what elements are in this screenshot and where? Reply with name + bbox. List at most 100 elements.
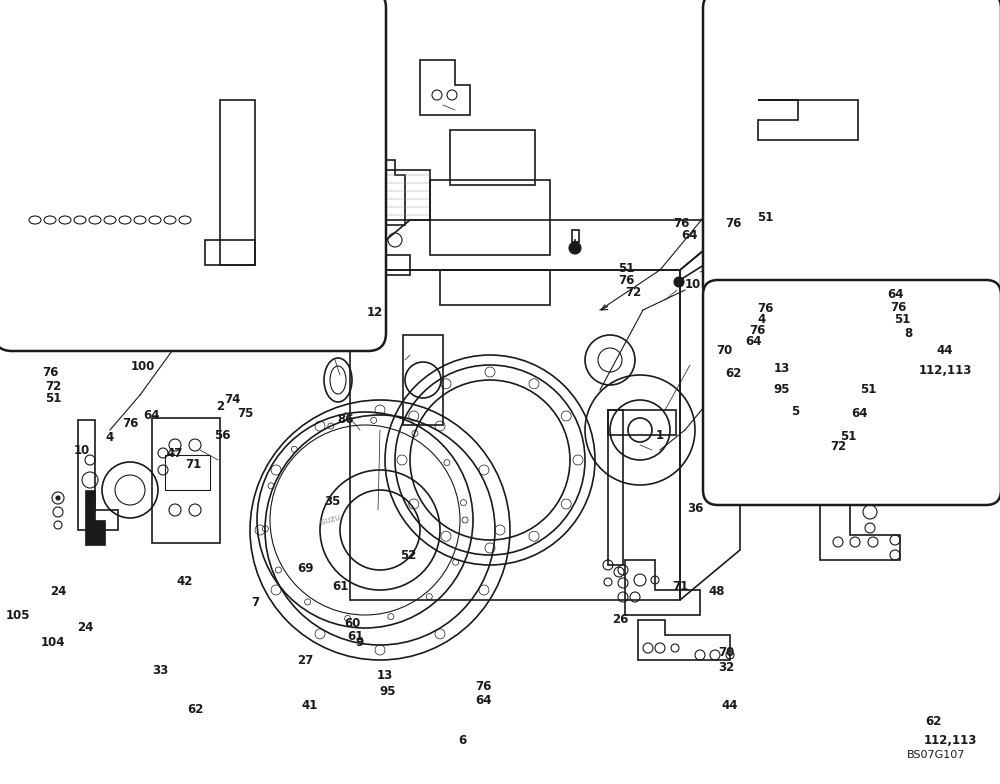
Polygon shape bbox=[85, 490, 105, 545]
Text: BS07G107: BS07G107 bbox=[907, 750, 965, 760]
Text: 5: 5 bbox=[791, 405, 799, 418]
Text: 86: 86 bbox=[337, 413, 353, 426]
Text: 41: 41 bbox=[302, 699, 318, 712]
Bar bbox=[820, 50, 850, 90]
Circle shape bbox=[192, 212, 198, 218]
Text: 13: 13 bbox=[774, 362, 790, 375]
Text: 72: 72 bbox=[45, 380, 61, 393]
Bar bbox=[273, 80, 297, 98]
Text: 51: 51 bbox=[894, 314, 910, 326]
Text: 64: 64 bbox=[887, 288, 903, 300]
Text: 64: 64 bbox=[745, 335, 761, 347]
Bar bbox=[385, 170, 430, 220]
Bar bbox=[440, 270, 550, 305]
Bar bbox=[165, 455, 210, 490]
Text: 76: 76 bbox=[725, 217, 741, 230]
Bar bbox=[403, 335, 443, 425]
Bar bbox=[748, 58, 763, 86]
Text: 8: 8 bbox=[904, 327, 912, 339]
FancyBboxPatch shape bbox=[703, 0, 1000, 301]
Text: 75: 75 bbox=[237, 408, 253, 420]
Text: 64: 64 bbox=[682, 229, 698, 241]
Text: 26: 26 bbox=[612, 613, 628, 626]
Text: 71: 71 bbox=[672, 580, 688, 593]
Text: 61: 61 bbox=[332, 580, 348, 593]
Text: 100: 100 bbox=[131, 361, 155, 373]
Text: 12: 12 bbox=[367, 306, 383, 318]
Text: 76: 76 bbox=[618, 274, 634, 287]
Circle shape bbox=[179, 111, 187, 119]
Text: 74: 74 bbox=[224, 394, 240, 406]
Text: 104: 104 bbox=[41, 637, 65, 649]
Text: 95: 95 bbox=[774, 383, 790, 396]
Text: 112,113: 112,113 bbox=[918, 364, 972, 376]
Circle shape bbox=[674, 277, 684, 287]
Text: 64: 64 bbox=[475, 694, 491, 706]
Bar bbox=[450, 130, 535, 185]
Text: 76: 76 bbox=[673, 217, 689, 230]
Text: 24: 24 bbox=[77, 621, 93, 633]
Text: 1: 1 bbox=[656, 429, 664, 441]
Text: 72: 72 bbox=[830, 441, 846, 453]
Circle shape bbox=[828, 383, 832, 387]
Text: 112,113: 112,113 bbox=[923, 735, 977, 747]
Text: 48: 48 bbox=[709, 586, 725, 598]
Text: 64: 64 bbox=[852, 408, 868, 420]
Text: 71: 71 bbox=[185, 459, 201, 471]
Text: 51: 51 bbox=[840, 430, 856, 443]
Text: 70: 70 bbox=[716, 344, 732, 357]
FancyBboxPatch shape bbox=[703, 280, 1000, 505]
Circle shape bbox=[280, 25, 290, 35]
Text: 64: 64 bbox=[144, 409, 160, 422]
Bar bbox=[572, 230, 579, 242]
Text: 7: 7 bbox=[251, 596, 259, 608]
Text: 76: 76 bbox=[749, 325, 765, 337]
Bar bbox=[792, 335, 822, 377]
Bar bbox=[430, 180, 550, 255]
Bar bbox=[760, 195, 840, 230]
Text: 62: 62 bbox=[725, 368, 741, 380]
Text: 32: 32 bbox=[718, 662, 734, 674]
Text: 51: 51 bbox=[860, 383, 876, 396]
Text: ISUZU: ISUZU bbox=[319, 514, 341, 525]
Text: 76: 76 bbox=[757, 302, 773, 314]
Text: 76: 76 bbox=[122, 417, 138, 430]
Text: 76: 76 bbox=[42, 366, 58, 379]
Text: 61: 61 bbox=[347, 630, 363, 643]
Text: 42: 42 bbox=[177, 575, 193, 588]
Text: 13: 13 bbox=[377, 670, 393, 682]
Text: 47: 47 bbox=[167, 447, 183, 459]
Text: 62: 62 bbox=[187, 703, 203, 716]
Bar bbox=[775, 325, 820, 385]
Bar bbox=[778, 40, 833, 110]
Text: 95: 95 bbox=[380, 685, 396, 698]
Text: 51: 51 bbox=[757, 211, 773, 223]
Bar bbox=[748, 55, 770, 90]
Text: 52: 52 bbox=[400, 549, 416, 561]
Text: 70: 70 bbox=[718, 646, 734, 659]
Bar bbox=[820, 330, 870, 385]
Text: 72: 72 bbox=[625, 286, 641, 299]
Text: 51: 51 bbox=[618, 263, 634, 275]
Circle shape bbox=[56, 496, 60, 500]
Bar bbox=[350, 270, 680, 600]
Text: 6: 6 bbox=[458, 735, 466, 747]
Text: 35: 35 bbox=[324, 495, 340, 508]
Text: 44: 44 bbox=[937, 344, 953, 357]
Bar bbox=[608, 410, 623, 565]
Bar bbox=[152, 418, 220, 543]
Text: 56: 56 bbox=[214, 429, 230, 441]
Bar bbox=[800, 28, 835, 113]
Text: 33: 33 bbox=[152, 664, 168, 677]
Text: 69: 69 bbox=[297, 562, 313, 575]
Text: 10: 10 bbox=[685, 278, 701, 291]
Text: 24: 24 bbox=[50, 586, 66, 598]
Text: 2: 2 bbox=[216, 400, 224, 412]
Text: 51: 51 bbox=[45, 392, 61, 405]
Text: 4: 4 bbox=[106, 431, 114, 444]
Text: 105: 105 bbox=[6, 609, 30, 622]
Text: 60: 60 bbox=[344, 617, 360, 630]
Text: 44: 44 bbox=[722, 699, 738, 712]
Text: 36: 36 bbox=[687, 502, 703, 514]
Text: 10: 10 bbox=[74, 445, 90, 457]
